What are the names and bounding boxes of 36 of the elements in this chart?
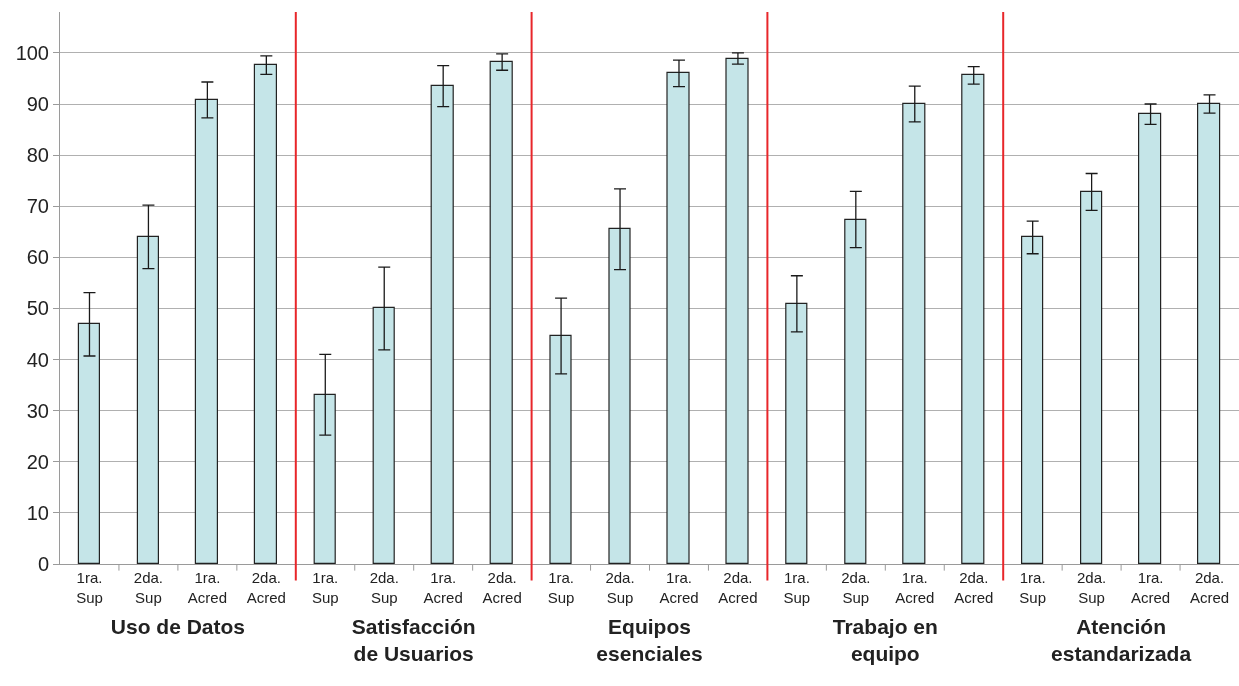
x-tick-label: 1ra. Sup xyxy=(76,569,103,606)
x-tick-label: 2da. Sup xyxy=(1077,569,1107,606)
x-axis-title: Atención estandarizada xyxy=(1051,614,1192,665)
y-tick-label: 100 xyxy=(15,41,49,64)
y-tick-label: 80 xyxy=(26,144,49,167)
x-tick-label: 2da. Sup xyxy=(841,569,871,606)
y-tick-label: 20 xyxy=(26,450,49,473)
y-tick-label: 90 xyxy=(26,93,49,115)
x-tick-label: 2da. Acred xyxy=(954,569,994,606)
x-axis-title: Uso de Datos xyxy=(110,614,245,638)
x-tick-label: 1ra. Acred xyxy=(187,569,227,606)
x-tick-label: 1ra. Acred xyxy=(1130,569,1171,606)
y-tick-label: 60 xyxy=(26,246,49,269)
x-tick-label: 2da. Acred xyxy=(1189,569,1230,606)
y-tick-label: 0 xyxy=(37,553,49,575)
x-tick-label: 1ra. Sup xyxy=(311,569,339,606)
x-tick-label: 2da. Acred xyxy=(246,569,286,606)
y-tick-label: 50 xyxy=(26,297,49,320)
x-axis-title: Satisfacción de Usuarios xyxy=(351,614,476,665)
x-tick-label: 1ra. Sup xyxy=(783,569,811,606)
x-tick-label: 1ra. Sup xyxy=(547,569,575,606)
x-tick-label: 1ra. Acred xyxy=(895,569,935,606)
x-tick-label: 2da. Acred xyxy=(482,569,522,606)
y-tick-label: 10 xyxy=(26,501,49,524)
x-tick-label: 1ra. Acred xyxy=(659,569,699,606)
x-tick-label: 2da. Acred xyxy=(718,569,758,606)
x-axis-title: Equipos esenciales xyxy=(596,614,703,665)
x-tick-label: 2da. Sup xyxy=(605,569,635,606)
y-tick-label: 30 xyxy=(26,399,49,422)
x-tick-label: 2da. Sup xyxy=(133,569,164,606)
y-tick-label: 70 xyxy=(26,195,49,218)
x-tick-label: 2da. Sup xyxy=(369,569,399,606)
x-tick-label: 1ra. Acred xyxy=(423,569,463,606)
y-tick-label: 40 xyxy=(26,348,49,371)
x-axis-title: Trabajo en equipo xyxy=(832,614,938,665)
x-tick-label: 1ra. Sup xyxy=(1019,569,1047,606)
